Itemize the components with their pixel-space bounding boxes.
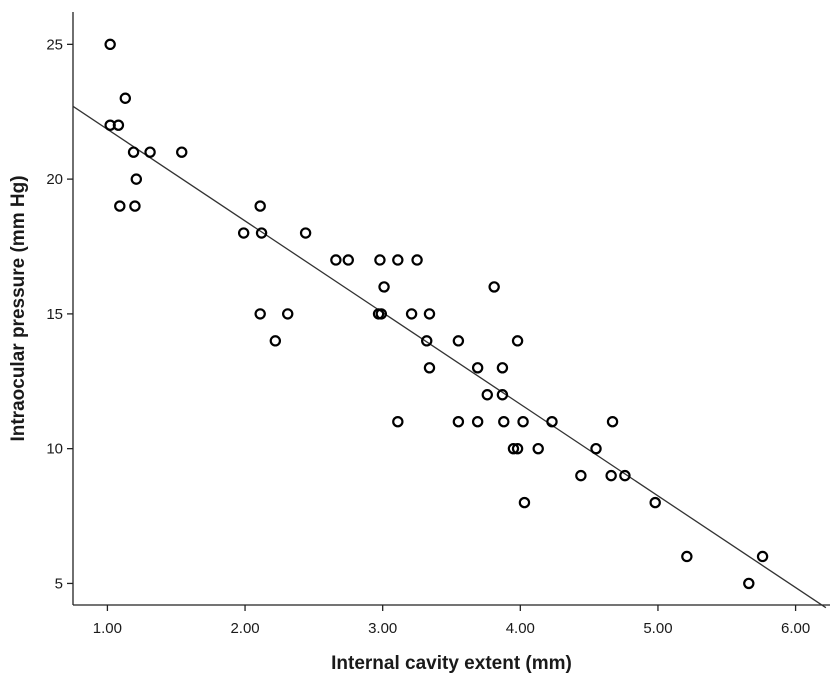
data-point [681,550,693,563]
data-point [411,254,423,266]
data-point [481,389,493,401]
y-axis-ticks: 5 10 15 20 25 [46,36,73,592]
data-point [421,335,433,347]
data-point [405,308,418,320]
data-point [507,442,520,455]
data-point [496,389,509,401]
regression-line [72,105,827,609]
y-tick-label: 15 [46,306,63,323]
data-point [237,227,250,239]
data-point [606,416,619,428]
y-tick-label: 10 [46,441,63,458]
data-point [756,550,769,563]
data-point [144,146,156,158]
data-point [342,254,354,266]
data-point [392,416,404,428]
data-point [498,416,510,428]
x-tick-label: 3.00 [368,620,397,637]
axes [72,12,830,606]
x-tick-label: 1.00 [93,620,122,637]
data-point [518,496,531,509]
data-point [590,442,602,455]
data-point [619,469,631,482]
data-point [330,254,342,266]
y-tick-label: 20 [46,171,63,188]
data-point [517,416,529,428]
data-point [496,362,509,374]
data-point [605,469,617,482]
data-point [282,308,294,320]
data-point [575,469,587,482]
y-tick-label: 25 [46,36,63,53]
data-point [255,227,268,239]
data-point [269,335,282,347]
data-point [511,442,524,455]
x-tick-label: 5.00 [643,620,672,637]
data-point [452,335,465,347]
data-point [112,119,125,131]
data-point [299,227,312,239]
data-point [375,308,388,320]
data-point [119,92,132,104]
data-point [130,173,143,185]
y-tick-label: 5 [55,575,63,592]
x-axis-ticks: 1.00 2.00 3.00 4.00 5.00 6.00 [93,605,810,637]
data-point [423,308,436,320]
data-point [378,281,390,293]
data-points [104,38,769,590]
x-tick-label: 2.00 [230,620,259,637]
data-point [114,200,126,212]
data-point [254,200,266,212]
data-point [176,146,188,158]
data-point [104,38,116,51]
data-point [546,416,558,428]
data-point [129,200,141,212]
data-point [488,281,500,293]
data-point [374,254,386,266]
y-axis-title: Intraocular pressure (mm Hg) [8,175,29,441]
data-point [471,416,484,428]
data-point [452,416,465,428]
x-tick-label: 4.00 [506,620,535,637]
x-axis-title: Internal cavity extent (mm) [331,653,572,674]
data-point [649,496,661,509]
data-point [743,577,755,590]
data-point [511,335,524,347]
data-point [392,254,404,266]
regression-line-group [72,105,827,609]
data-point [127,146,140,158]
data-point [471,362,484,374]
data-point [423,362,436,374]
data-point [532,442,544,455]
x-tick-label: 6.00 [781,620,810,637]
data-point [254,308,266,320]
